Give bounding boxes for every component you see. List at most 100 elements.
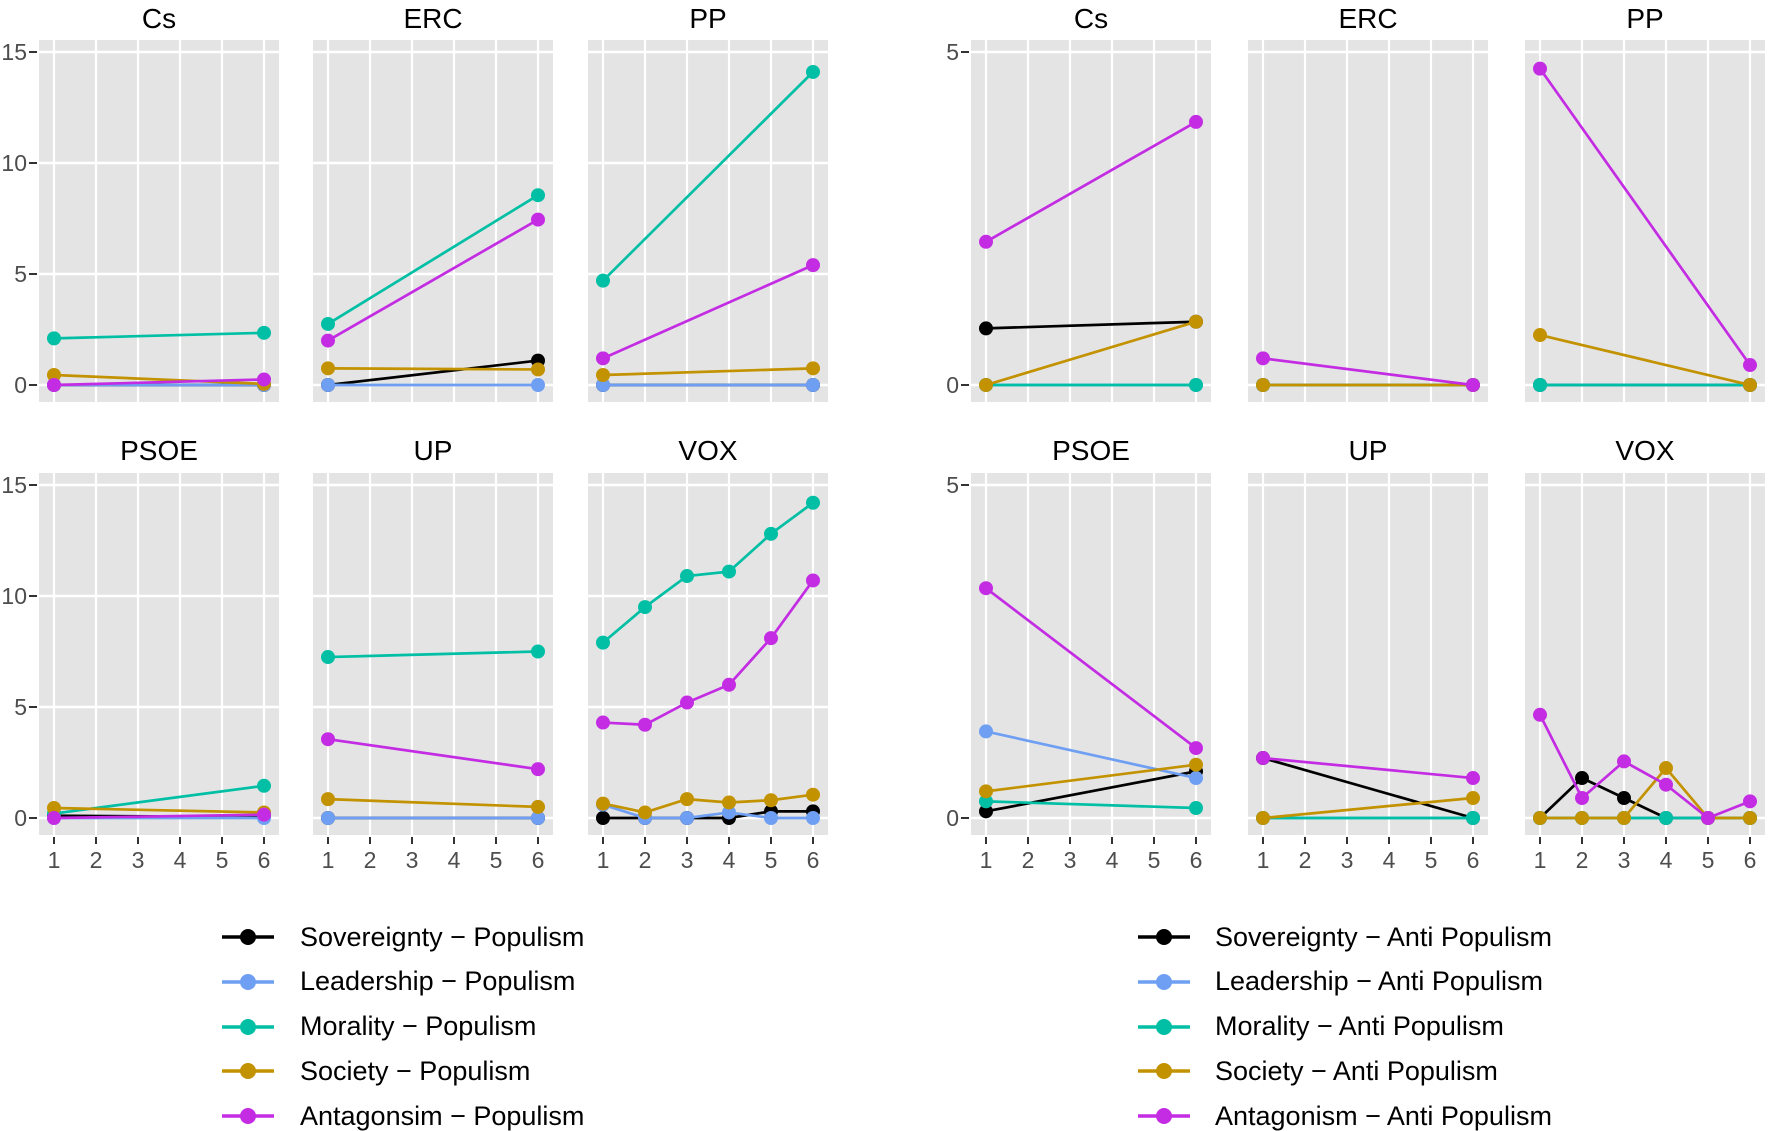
legend-item: Sovereignty − Populism xyxy=(222,921,584,953)
antagonism-point xyxy=(1575,791,1589,806)
antagonism-point xyxy=(1256,751,1270,766)
society-point xyxy=(47,368,61,383)
x-tick-label: 6 xyxy=(1189,847,1203,873)
x-tick-label: 4 xyxy=(1382,847,1396,873)
x-tick xyxy=(537,837,539,844)
x-tick xyxy=(1749,837,1751,844)
society-point xyxy=(1617,811,1631,825)
antagonism-point xyxy=(1743,358,1757,373)
antagonism-point xyxy=(321,732,335,747)
antagonism-point xyxy=(638,717,652,732)
legend-key-society xyxy=(222,1063,274,1080)
x-tick xyxy=(686,837,688,844)
x-tick-label: 1 xyxy=(1533,847,1547,873)
x-tick-label: 3 xyxy=(680,847,694,873)
antagonism-point xyxy=(979,234,993,249)
x-tick xyxy=(1069,837,1071,844)
panel-erc-populism xyxy=(313,40,553,402)
x-tick xyxy=(411,837,413,844)
society-line xyxy=(327,797,539,809)
society-point xyxy=(1659,761,1673,776)
morality-point xyxy=(531,188,545,203)
facet-title-erc-anti-populism: ERC xyxy=(1338,3,1398,34)
legend-item: Morality − Anti Populism xyxy=(1138,1011,1552,1043)
sovereignty-point xyxy=(979,804,993,819)
society-point xyxy=(1743,811,1757,825)
x-tick-label: 1 xyxy=(979,847,993,873)
society-point xyxy=(1575,811,1589,825)
society-point xyxy=(979,784,993,799)
panel-up-anti-populism xyxy=(1248,473,1488,835)
antagonism-point xyxy=(1617,754,1631,769)
sovereignty-line xyxy=(985,770,1197,813)
leadership-point xyxy=(764,811,778,825)
y-tick-label: 0 xyxy=(946,372,959,398)
antagonism-point xyxy=(596,715,610,730)
legend-key-antagonism xyxy=(1138,1108,1190,1125)
x-tick xyxy=(1027,837,1029,844)
x-tick xyxy=(1665,837,1667,844)
antagonism-point xyxy=(257,372,271,387)
leadership-point xyxy=(806,378,820,392)
morality-line xyxy=(602,501,814,644)
legend-label: Society − Populism xyxy=(300,1055,531,1086)
society-point xyxy=(764,793,778,808)
antagonism-point xyxy=(1743,794,1757,809)
society-point xyxy=(1256,811,1270,825)
x-tick-label: 5 xyxy=(1147,847,1161,873)
x-tick xyxy=(179,837,181,844)
x-tick xyxy=(369,837,371,844)
y-tick-label: 15 xyxy=(1,39,27,65)
morality-point xyxy=(722,564,736,579)
x-tick-label: 6 xyxy=(531,847,545,873)
morality-point xyxy=(321,650,335,665)
panel-psoe-anti-populism xyxy=(971,473,1211,835)
society-point xyxy=(638,805,652,820)
x-tick xyxy=(1195,837,1197,844)
x-tick-label: 1 xyxy=(321,847,335,873)
y-tick xyxy=(29,595,37,597)
antagonism-point xyxy=(1533,707,1547,722)
antagonism-point xyxy=(979,581,993,596)
legend-populism: Sovereignty − Populism Leadership − Popul… xyxy=(222,921,584,1131)
legend-label: Sovereignty − Populism xyxy=(300,921,585,952)
morality-point xyxy=(1533,378,1547,392)
antagonism-line xyxy=(327,737,539,771)
panel-erc-anti-populism xyxy=(1248,40,1488,402)
legend-label: Antagonism − Anti Populism xyxy=(1215,1100,1552,1131)
y-tick xyxy=(29,484,37,486)
x-tick-label: 6 xyxy=(257,847,271,873)
society-point xyxy=(531,362,545,377)
leadership-point xyxy=(722,805,736,820)
y-tick xyxy=(29,51,37,53)
x-tick xyxy=(985,837,987,844)
y-tick xyxy=(29,384,37,386)
antagonism-line xyxy=(53,813,265,820)
legend-item: Sovereignty − Anti Populism xyxy=(1138,921,1552,953)
x-tick-label: 2 xyxy=(1575,847,1589,873)
leadership-point xyxy=(1189,771,1203,786)
society-point xyxy=(1533,811,1547,825)
panel-psoe-populism xyxy=(39,473,279,835)
x-tick-label: 5 xyxy=(1701,847,1715,873)
x-tick xyxy=(728,837,730,844)
x-tick-label: 4 xyxy=(173,847,187,873)
sovereignty-line xyxy=(327,359,539,387)
y-tick xyxy=(961,384,969,386)
y-tick-label: 5 xyxy=(14,261,27,287)
antagonism-point xyxy=(47,811,61,825)
society-point xyxy=(1466,791,1480,806)
facet-title-psoe-populism: PSOE xyxy=(120,435,198,466)
legend-key-antagonism xyxy=(222,1108,274,1125)
society-point xyxy=(979,378,993,392)
legend-item: Leadership − Populism xyxy=(222,966,584,998)
x-tick-label: 2 xyxy=(1021,847,1035,873)
x-tick xyxy=(1153,837,1155,844)
x-tick-label: 3 xyxy=(1617,847,1631,873)
x-tick xyxy=(137,837,139,844)
x-tick xyxy=(327,837,329,844)
morality-point xyxy=(596,635,610,650)
morality-point xyxy=(764,526,778,541)
antagonism-line xyxy=(602,579,815,727)
